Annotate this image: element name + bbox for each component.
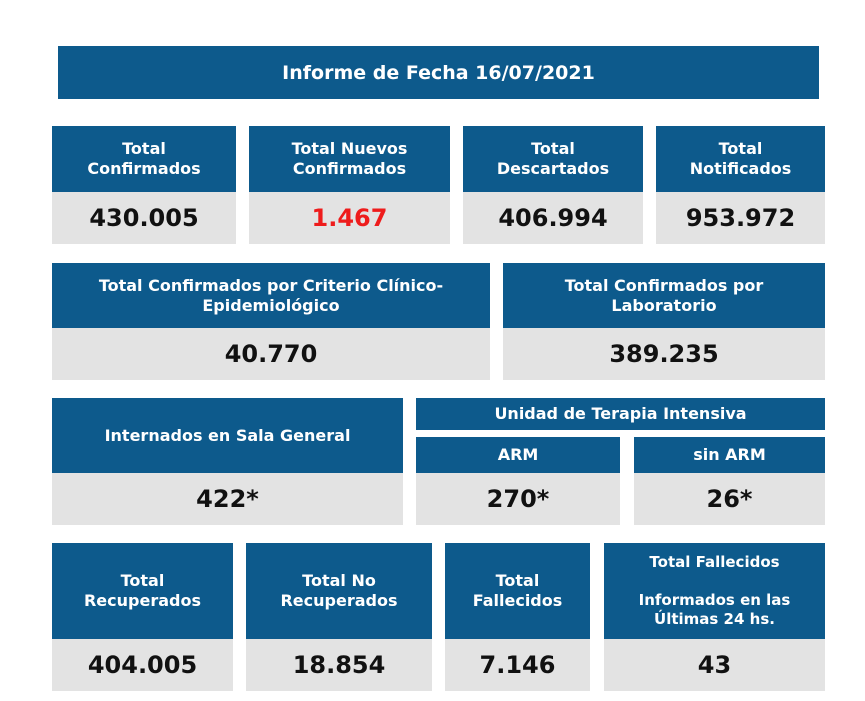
total-recuperados-value: 404.005 [52,639,233,691]
confirmados-criterio-clinico-label: Total Confirmados por Criterio Clínico- … [52,263,490,328]
total-confirmados-value: 430.005 [52,192,236,244]
total-confirmados-label: Total Confirmados [52,126,236,192]
total-fallecidos-label: Total Fallecidos [445,543,590,639]
confirmados-criterio-clinico-value: 40.770 [52,328,490,380]
total-descartados-value: 406.994 [463,192,643,244]
total-notificados-label: Total Notificados [656,126,825,192]
uti-title: Unidad de Terapia Intensiva [416,398,825,430]
total-fallecidos-value: 7.146 [445,639,590,691]
confirmados-laboratorio-label: Total Confirmados por Laboratorio [503,263,825,328]
total-notificados-value: 953.972 [656,192,825,244]
fallecidos-ultimas-24hs-label: Total Fallecidos Informados en las Últim… [604,543,825,639]
total-nuevos-confirmados-label: Total Nuevos Confirmados [249,126,450,192]
sin-arm-value: 26* [634,473,825,525]
total-descartados-label: Total Descartados [463,126,643,192]
arm-label: ARM [416,437,620,473]
arm-value: 270* [416,473,620,525]
report-title: Informe de Fecha 16/07/2021 [58,46,819,99]
confirmados-laboratorio-value: 389.235 [503,328,825,380]
fallecidos-ultimas-24hs-value: 43 [604,639,825,691]
total-no-recuperados-value: 18.854 [246,639,432,691]
total-recuperados-label: Total Recuperados [52,543,233,639]
internados-sala-general-value: 422* [52,473,403,525]
sin-arm-label: sin ARM [634,437,825,473]
total-nuevos-confirmados-value: 1.467 [249,192,450,244]
total-no-recuperados-label: Total No Recuperados [246,543,432,639]
internados-sala-general-label: Internados en Sala General [52,398,403,473]
